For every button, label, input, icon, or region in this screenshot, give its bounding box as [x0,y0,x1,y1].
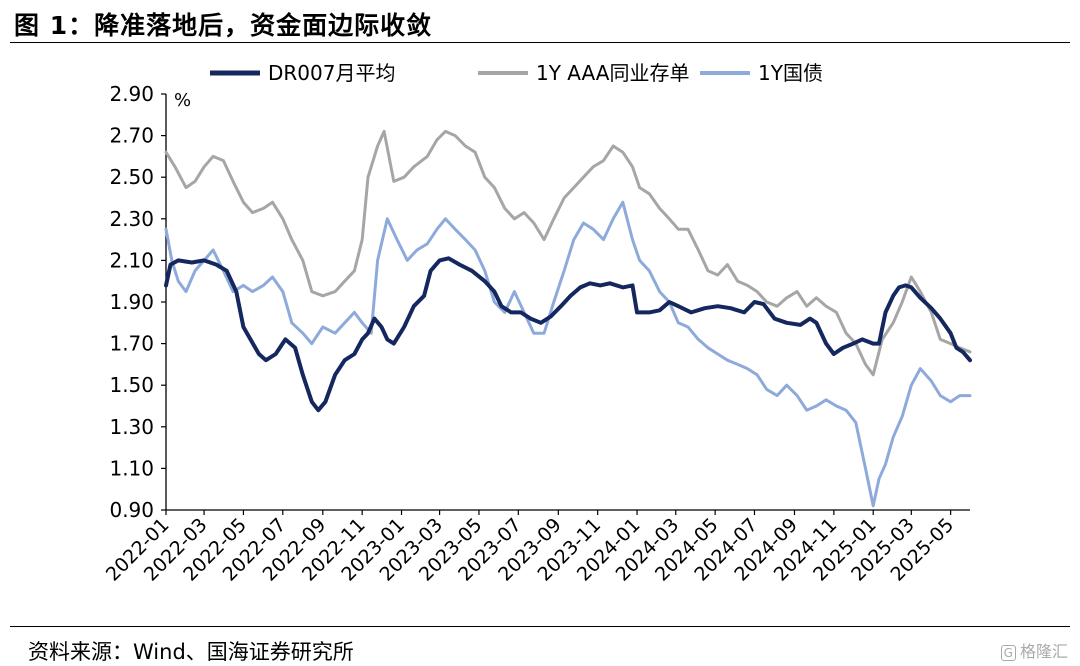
series-line-1 [164,129,972,377]
source-rule [10,626,1070,627]
series-line-2 [164,200,972,508]
watermark: G 格隆汇 [1000,638,1068,662]
y-tick-label: 0.90 [109,498,154,522]
title-rule [10,42,1070,43]
y-tick-label: 1.10 [109,456,154,480]
y-unit-label: % [174,90,191,111]
y-tick-label: 2.50 [109,165,154,189]
y-tick-label: 1.90 [109,290,154,314]
y-tick-label: 2.70 [109,124,154,148]
axes-layer: 2.90 2.70 2.50 2.30 2.10 1.90 1.70 1.50 1.30 1.10… [102,82,970,586]
legend-label-1: 1Y AAA同业存单 [536,61,689,85]
series-layer [164,129,972,508]
g-logo-icon: G [1000,644,1016,661]
y-tick-label: 1.70 [109,332,154,356]
watermark-text: 格隆汇 [1019,642,1068,661]
chart: 2.90 2.70 2.50 2.30 2.10 1.90 1.70 1.50 1.30 1.10… [102,61,972,586]
legend-label-0: DR007月平均 [268,61,395,85]
y-tick-label: 1.30 [109,415,154,439]
legend-label-2: 1Y国债 [758,61,823,85]
y-tick-label: 2.30 [109,207,154,231]
y-tick-label: 2.90 [109,82,154,106]
legend: DR007月平均 1Y AAA同业存单 1Y国债 [210,61,823,85]
y-tick-label: 1.50 [109,373,154,397]
y-tick-label: 2.10 [109,248,154,272]
series-line-0 [164,256,972,413]
figure-title: 图 1：降准落地后，资金面边际收敛 [14,11,433,40]
source-note: 资料来源：Wind、国海证券研究所 [28,640,354,664]
